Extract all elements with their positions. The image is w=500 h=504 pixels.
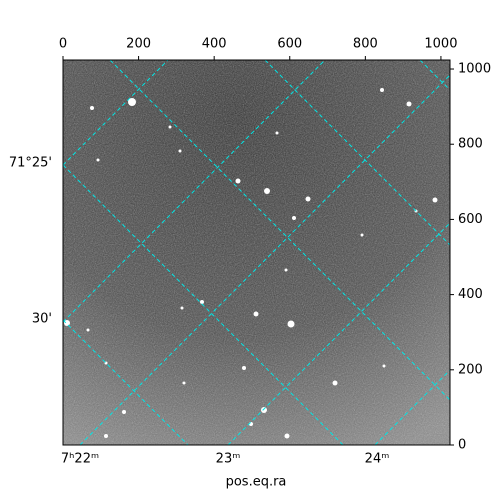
x-tick-label: 1000 (424, 37, 457, 52)
y-tick-label: 400 (458, 287, 483, 302)
grid-line (374, 369, 450, 445)
coordinate-grid (63, 60, 450, 445)
y-tick-label: 1000 (458, 62, 491, 77)
grid-line (63, 164, 344, 445)
stars (64, 88, 438, 439)
grid-line (227, 222, 450, 445)
grid-line (63, 60, 169, 166)
y-tick-label: 0 (458, 438, 466, 453)
grid-line (79, 74, 450, 445)
grid-line (109, 60, 450, 401)
x-tick-label: 0 (59, 37, 67, 52)
x-axis-label: pos.eq.ra (226, 475, 287, 490)
dec-tick-label: 71°25' (9, 156, 52, 171)
grid-line (63, 319, 189, 445)
y-tick-label: 800 (458, 137, 483, 152)
x-tick-label: 600 (277, 37, 302, 52)
y-tick-label: 600 (458, 212, 483, 227)
ra-tick-label: 24ᵐ (365, 452, 390, 467)
x-tick-label: 800 (353, 37, 378, 52)
dec-tick-label: 30' (32, 312, 52, 327)
y-tick-label: 200 (458, 362, 483, 377)
grid-line (63, 60, 326, 323)
plot-frame (62, 59, 451, 446)
grid-line (264, 60, 450, 246)
grid-line (419, 60, 450, 91)
sky-image (63, 60, 450, 445)
ra-tick-label: 7ʰ22ᵐ (61, 452, 99, 467)
ra-tick-label: 23ᵐ (216, 452, 241, 467)
x-tick-label: 400 (202, 37, 227, 52)
x-tick-label: 200 (126, 37, 151, 52)
